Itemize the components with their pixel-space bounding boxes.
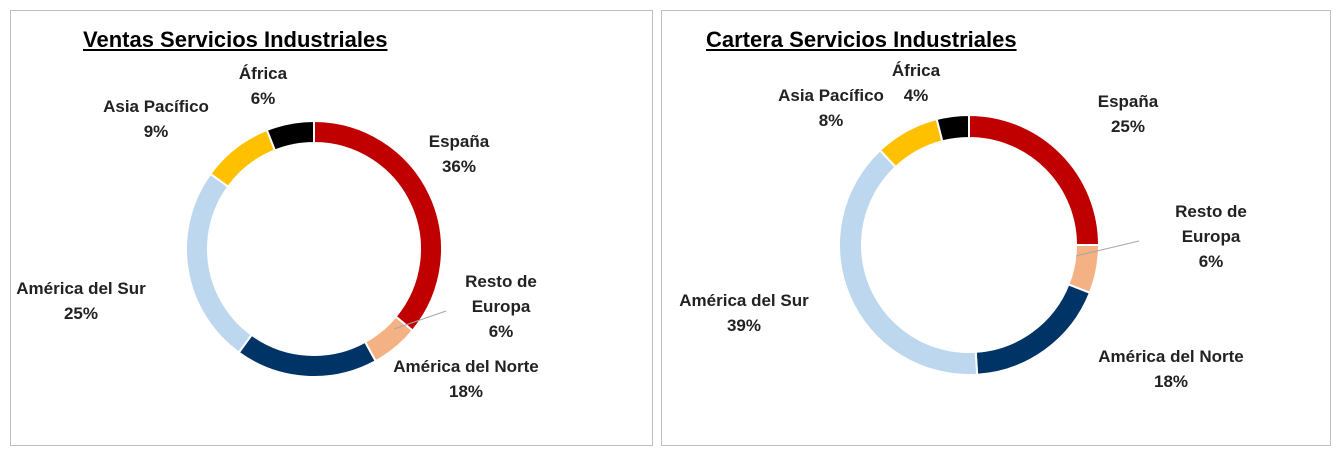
donut-segment [935, 113, 970, 143]
leader-line [393, 310, 447, 330]
chart-panel: Cartera Servicios Industriales España 25%… [661, 10, 1331, 446]
label-value: 25% [1110, 117, 1146, 136]
label-name: España [1097, 92, 1159, 111]
label-name: América del Norte [393, 357, 539, 376]
label-value: 18% [448, 382, 484, 401]
label-name: Asia Pacífico [778, 86, 884, 105]
label-name: América del Norte [1098, 347, 1244, 366]
label-name: Resto de Europa [465, 272, 537, 316]
chart-title: Cartera Servicios Industriales [706, 27, 1017, 52]
label-name: África [238, 64, 288, 83]
data-label: América del Norte 18% [393, 354, 539, 404]
chart-title: Ventas Servicios Industriales [83, 27, 388, 52]
data-label: América del Norte 18% [1098, 344, 1244, 394]
donut-segment [265, 119, 315, 152]
label-value: 25% [63, 304, 99, 323]
donut-segment [878, 117, 944, 169]
label-name: Asia Pacífico [103, 97, 209, 116]
donut-segment [237, 333, 378, 378]
data-label: Resto de Europa 6% [1161, 199, 1261, 274]
chart-panel: Ventas Servicios Industriales España 36% R… [10, 10, 653, 446]
donut-segment [974, 283, 1092, 376]
leader-line [1075, 240, 1140, 257]
data-label: España 36% [429, 129, 489, 179]
label-value: 6% [250, 89, 276, 108]
label-name: España [428, 132, 490, 151]
data-label: Resto de Europa 6% [451, 269, 551, 344]
label-value: 6% [488, 322, 514, 341]
data-label: África 6% [239, 61, 287, 111]
chart [838, 113, 1140, 376]
donut-segment [838, 148, 979, 376]
data-label: Asia Pacífico 9% [103, 94, 209, 144]
label-value: 18% [1153, 372, 1189, 391]
donut-segment [209, 128, 277, 189]
donut-segment [313, 119, 443, 332]
donut-segment [968, 113, 1101, 246]
label-value: 4% [903, 86, 929, 105]
label-value: 9% [143, 122, 169, 141]
label-value: 39% [726, 316, 762, 335]
data-label: Asia Pacífico 8% [778, 83, 884, 133]
label-name: América del Sur [16, 279, 146, 298]
label-name: Resto de Europa [1175, 202, 1247, 246]
data-label: África 4% [892, 58, 940, 108]
label-name: América del Sur [679, 291, 809, 310]
label-name: África [891, 61, 941, 80]
data-label: América del Sur 39% [679, 288, 808, 338]
label-value: 36% [441, 157, 477, 176]
label-value: 8% [818, 111, 844, 130]
data-label: América del Sur 25% [16, 276, 145, 326]
data-label: España 25% [1098, 89, 1158, 139]
chart [185, 119, 447, 378]
donut-segment [185, 172, 254, 354]
label-value: 6% [1198, 252, 1224, 271]
